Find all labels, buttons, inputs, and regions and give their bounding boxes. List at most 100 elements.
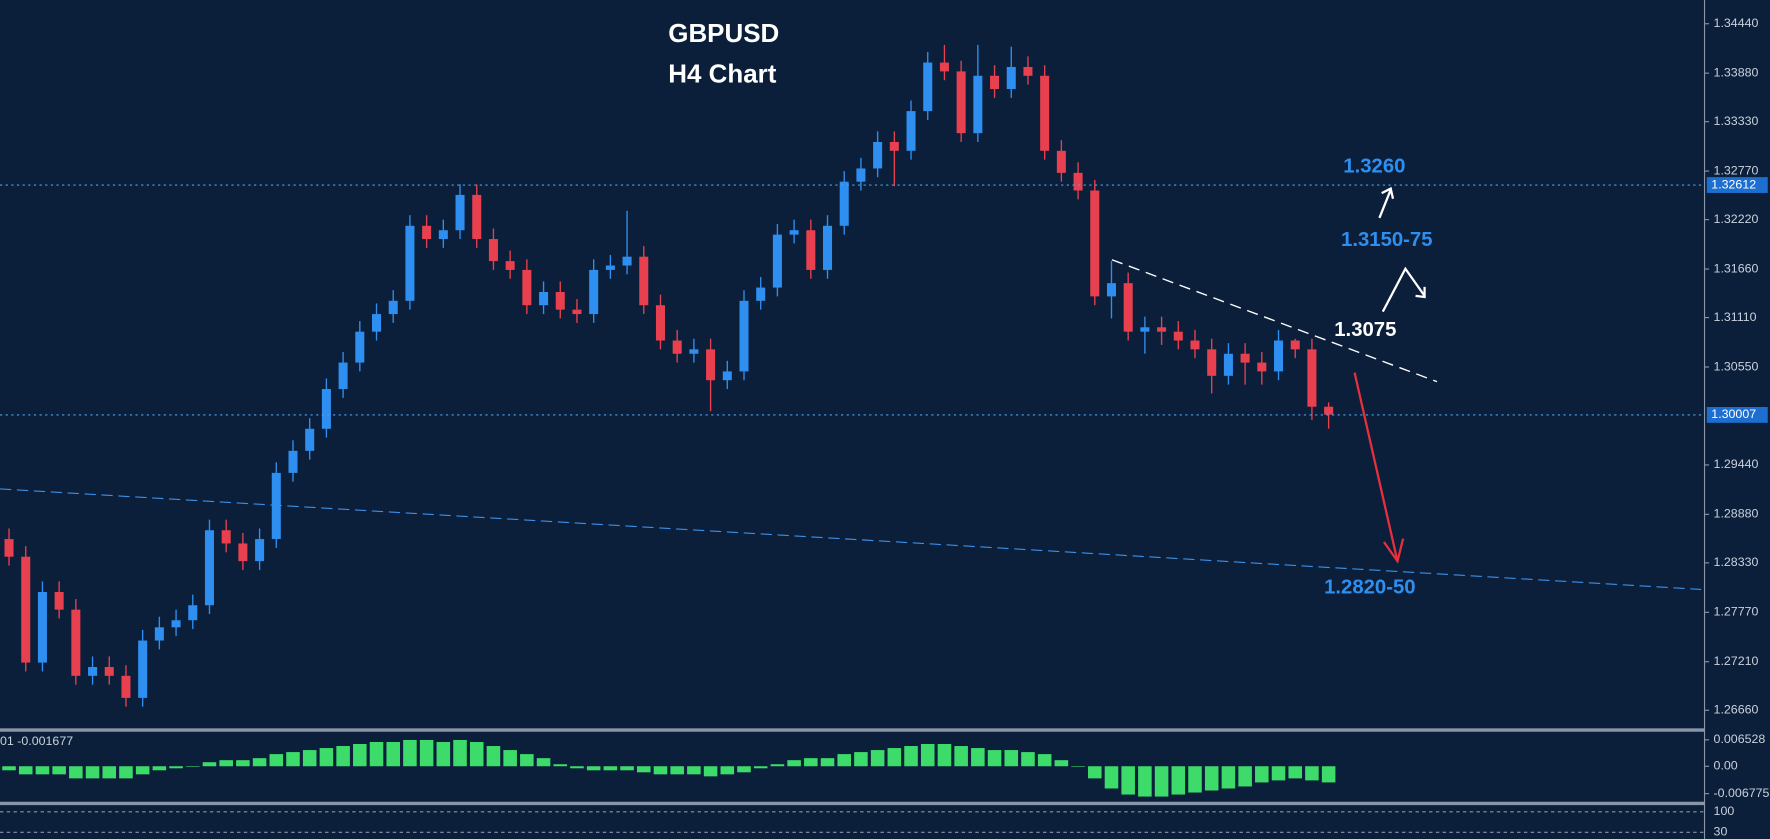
macd-bar: [1104, 766, 1119, 789]
macd-bar: [503, 750, 517, 767]
macd-tick-label: -0.006775: [1714, 786, 1770, 800]
macd-bar: [1054, 760, 1069, 767]
candle-body: [789, 230, 799, 235]
arrows: [1353, 186, 1426, 564]
macd-bar: [687, 766, 701, 775]
macd-bar: [269, 754, 284, 767]
candle-body: [1207, 349, 1217, 376]
y-tick-label: 1.27770: [1714, 605, 1759, 619]
macd-bar: [252, 758, 267, 767]
macd-bar: [185, 766, 200, 767]
candle-body: [104, 667, 114, 676]
candle-body: [371, 314, 382, 332]
candle-body: [255, 539, 265, 562]
macd-bar: [1154, 766, 1169, 797]
macd-bar: [152, 766, 167, 771]
candle-body: [772, 234, 782, 288]
macd-bar: [1037, 754, 1052, 767]
y-tick-label: 1.33880: [1714, 65, 1759, 79]
macd-bar: [937, 744, 952, 767]
macd-bar: [286, 752, 300, 767]
candle-body: [505, 261, 515, 270]
macd-bar: [670, 766, 684, 775]
candle-body: [88, 667, 98, 676]
candle-body: [1056, 150, 1066, 173]
macd-tick-label: 0.00: [1714, 759, 1738, 773]
candle-body: [605, 265, 615, 270]
candle-body: [655, 305, 665, 341]
y-tick-label: 1.31110: [1714, 310, 1757, 324]
candle-body: [939, 62, 949, 72]
candle-body: [305, 428, 315, 451]
candle-body: [756, 287, 766, 301]
macd-bar: [236, 760, 250, 767]
arrow-up: [1378, 186, 1395, 219]
candle-body: [522, 269, 532, 306]
candle-body: [873, 141, 883, 169]
macd-bar: [1021, 752, 1035, 767]
annotation: 1.3260: [1343, 155, 1405, 177]
candle-body: [672, 340, 682, 354]
candle-body: [1223, 353, 1233, 376]
macd-bar: [469, 741, 484, 767]
macd-bar: [971, 748, 985, 767]
trend-line: [1111, 259, 1438, 383]
macd-bar: [486, 746, 501, 767]
candle-body: [906, 111, 916, 151]
macd-bar: [52, 766, 66, 775]
macd-panel: 0.006528 0.00 -0.006775: [2, 732, 1770, 800]
candle-body: [889, 141, 899, 151]
candle-body: [171, 620, 181, 628]
macd-bar: [453, 739, 467, 767]
macd-bar: [737, 766, 751, 773]
macd-bar: [787, 760, 801, 767]
y-tick-label: 1.26660: [1714, 703, 1759, 717]
macd-bar: [954, 746, 968, 767]
candle-body: [722, 371, 732, 381]
macd-bar: [119, 766, 133, 779]
macd-bar: [837, 754, 851, 767]
chart-title: GBPUSD: [668, 18, 779, 48]
candle-body: [355, 331, 365, 363]
macd-bar: [570, 766, 584, 769]
candle-body: [806, 230, 816, 270]
candle-body: [839, 181, 849, 226]
annotation: 1.2820-50: [1324, 577, 1415, 599]
y-tick-label: 1.27210: [1714, 654, 1759, 668]
candle-body: [121, 675, 131, 698]
macd-bar: [553, 764, 568, 767]
macd-bar: [653, 766, 668, 775]
candle-body: [923, 62, 933, 112]
rsi-tick-label: 30: [1714, 825, 1728, 839]
macd-bar: [1305, 766, 1319, 781]
candle-body: [1023, 66, 1033, 76]
macd-bar: [1255, 766, 1269, 783]
candle-body: [1157, 327, 1167, 332]
candle-body: [990, 75, 1000, 90]
macd-bar: [1288, 766, 1302, 779]
macd-bar: [1121, 766, 1135, 795]
candles: [4, 44, 1334, 707]
candle-body: [221, 530, 231, 544]
candle-body: [4, 539, 14, 557]
candle-body: [1324, 406, 1334, 415]
candle-body: [622, 256, 632, 266]
macd-bar: [1171, 766, 1186, 795]
y-tick-label: 1.28330: [1714, 555, 1759, 569]
candle-body: [405, 225, 415, 301]
macd-bar: [419, 739, 434, 767]
candle-body: [1190, 340, 1200, 350]
candle-body: [21, 556, 31, 663]
macd-bar: [1188, 766, 1202, 793]
candle-body: [1040, 75, 1050, 151]
macd-bar: [369, 741, 384, 767]
candle-body: [1290, 340, 1300, 350]
y-tick-label: 1.32770: [1714, 163, 1759, 177]
chart-subtitle: H4 Chart: [668, 59, 776, 89]
price-label: 1.30007: [1711, 407, 1756, 421]
macd-bar: [820, 758, 835, 767]
candle-body: [338, 362, 348, 390]
candle-body: [555, 291, 565, 310]
candle-body: [1073, 172, 1083, 191]
